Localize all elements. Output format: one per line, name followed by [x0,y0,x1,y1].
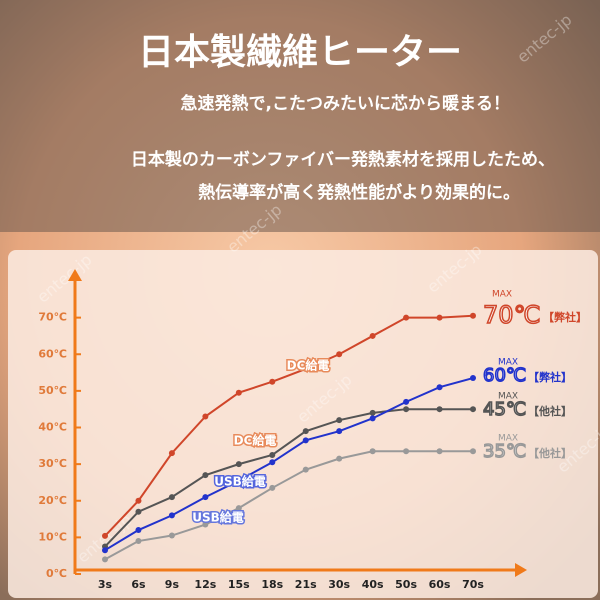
point [235,389,242,396]
point [202,472,209,479]
point [436,448,443,455]
point [436,406,443,413]
y-tick-label: 40℃ [38,421,67,434]
series-line [104,450,473,561]
x-tick-label: 70s [462,578,484,591]
point [302,428,309,435]
point [102,547,108,554]
point [302,437,309,444]
x-tick-label: 3s [98,578,113,591]
x-tick-label: 6s [131,578,146,591]
point [436,384,443,391]
max-label: MAX [492,290,512,300]
point [102,532,108,539]
point [102,556,108,563]
max-temp: 35℃ [483,441,526,462]
company-label: 【他社】 [528,446,572,460]
series-label: USB給電 [214,474,266,489]
header-panel [0,0,600,232]
point [470,406,476,413]
y-tick-label: 10℃ [38,530,67,543]
point [168,450,175,457]
y-arrow [68,269,82,281]
max-label: MAX [498,434,518,444]
point [436,314,443,321]
series-label: DC給電 [234,433,277,448]
point [168,494,175,501]
point [235,461,242,468]
x-tick-label: 15s [228,578,250,591]
point [235,505,242,512]
x-tick-label: 60s [429,578,451,591]
point [470,312,476,319]
series-label: DC給電 [287,358,330,373]
max-temp: 70℃ [483,301,541,329]
point [135,527,142,534]
point [369,448,376,455]
point [168,512,175,519]
description: 熱伝導率が高く発熱性能がより効果的に。 [198,182,520,203]
point [269,484,276,491]
point [269,378,276,385]
point [470,375,476,382]
y-tick-label: 20℃ [38,494,67,507]
series-line [104,408,473,548]
x-tick-label: 50s [395,578,417,591]
company-label: 【弊社】 [528,370,572,384]
x-tick-label: 12s [194,578,216,591]
max-temp: 60℃ [483,365,526,386]
point [369,409,376,416]
x-tick-label: 9s [165,578,180,591]
x-tick-label: 40s [362,578,384,591]
title: 日本製繊維ヒーター [138,32,462,73]
point [369,332,376,339]
y-tick-label: 30℃ [38,457,67,470]
x-tick-label: 21s [295,578,317,591]
point [135,538,142,545]
point [135,497,142,504]
point [403,314,410,321]
x-tick-label: 30s [328,578,350,591]
point [202,494,209,501]
y-tick-label: 60℃ [38,347,67,360]
series-line [104,314,474,537]
point [403,406,410,413]
point [470,448,476,455]
max-label: MAX [498,358,518,368]
series-line [104,377,474,552]
x-tick-label: 18s [261,578,283,591]
point [403,448,410,455]
point [403,398,410,405]
description: 日本製のカーボンファイバー発熱素材を採用したため、 [131,149,555,170]
point [202,521,209,528]
max-temp: 45℃ [483,399,526,420]
y-tick-label: 70℃ [38,311,67,324]
point [269,451,276,458]
point [202,413,209,420]
point [168,532,175,539]
max-label: MAX [498,392,518,402]
point [336,455,343,462]
point [336,417,343,424]
x-arrow [515,563,527,577]
chart-panel [8,250,598,598]
series-label: USB給電 [192,510,244,525]
point [269,459,276,466]
point [336,428,343,435]
point [369,415,376,422]
point [135,508,142,515]
company-label: 【他社】 [528,404,572,418]
point [302,466,309,473]
company-label: 【弊社】 [543,310,587,324]
chart: 0℃ 10℃ 20℃ 30℃ 40℃ 50℃ 60℃ 70℃ 3s 6s 9s 12s 15s 18s 21… [38,269,587,591]
y-tick-label: 50℃ [38,384,67,397]
y-tick-label: 0℃ [46,567,67,580]
point [302,365,309,372]
point [235,477,242,484]
point [336,351,343,358]
subtitle: 急速発熱で,こたつみたいに芯から暖まる！ [181,93,510,114]
